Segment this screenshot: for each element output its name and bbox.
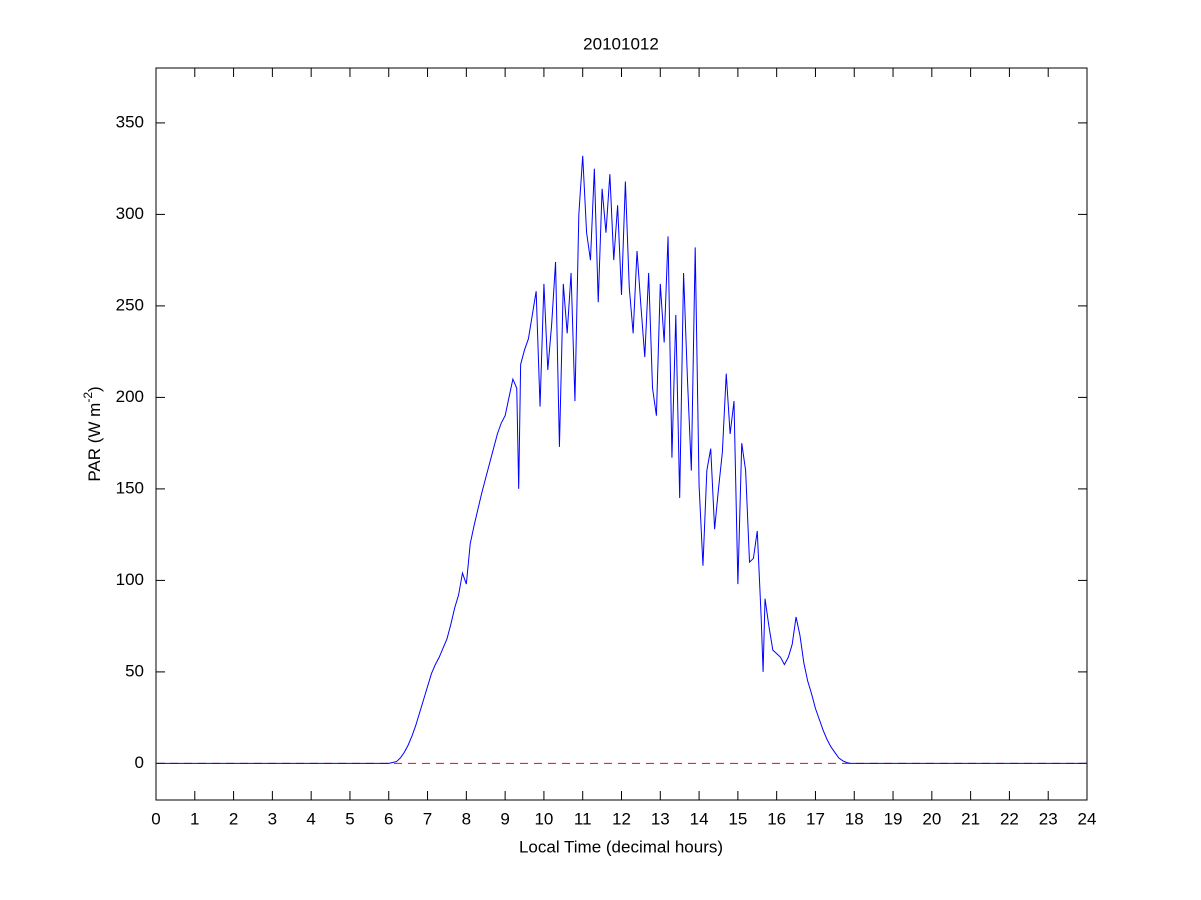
y-tick-label: 200 [116, 387, 144, 406]
x-tick-label: 14 [690, 809, 709, 828]
x-tick-label: 10 [534, 809, 553, 828]
y-tick-label: 100 [116, 570, 144, 589]
x-tick-label: 8 [462, 809, 471, 828]
y-tick-label: 300 [116, 204, 144, 223]
x-tick-label: 19 [884, 809, 903, 828]
y-axis-label-sup: -2 [81, 392, 95, 403]
y-tick-label: 0 [135, 753, 144, 772]
x-tick-label: 11 [574, 809, 592, 828]
x-tick-label: 20 [922, 809, 941, 828]
x-tick-label: 0 [151, 809, 160, 828]
y-axis-label: PAR (W m-2) [81, 386, 104, 481]
x-tick-label: 23 [1039, 809, 1058, 828]
chart-title: 20101012 [583, 34, 659, 53]
y-axis-label-end: ) [85, 386, 104, 392]
x-tick-label: 7 [423, 809, 432, 828]
y-tick-label: 250 [116, 295, 144, 314]
x-tick-label: 24 [1078, 809, 1097, 828]
x-tick-label: 16 [767, 809, 786, 828]
x-tick-label: 5 [345, 809, 354, 828]
plot-area [155, 67, 1088, 801]
x-tick-label: 18 [845, 809, 864, 828]
x-tick-label: 12 [612, 809, 631, 828]
y-tick-label: 350 [116, 112, 144, 131]
x-tick-label: 22 [1000, 809, 1019, 828]
y-axis-label-text: PAR (W m [85, 403, 104, 482]
x-tick-label: 17 [806, 809, 825, 828]
y-tick-label: 150 [116, 478, 144, 497]
x-tick-label: 9 [500, 809, 509, 828]
x-tick-label: 2 [229, 809, 238, 828]
x-axis-label: Local Time (decimal hours) [519, 837, 723, 856]
data-line [156, 155, 1087, 764]
x-tick-label: 15 [728, 809, 747, 828]
x-tick-label: 13 [651, 809, 670, 828]
x-tick-label: 1 [190, 809, 199, 828]
x-tick-label: 6 [384, 809, 393, 828]
x-tick-label: 4 [306, 809, 315, 828]
x-tick-label: 21 [961, 809, 980, 828]
y-tick-label: 50 [125, 661, 144, 680]
x-tick-label: 3 [268, 809, 277, 828]
